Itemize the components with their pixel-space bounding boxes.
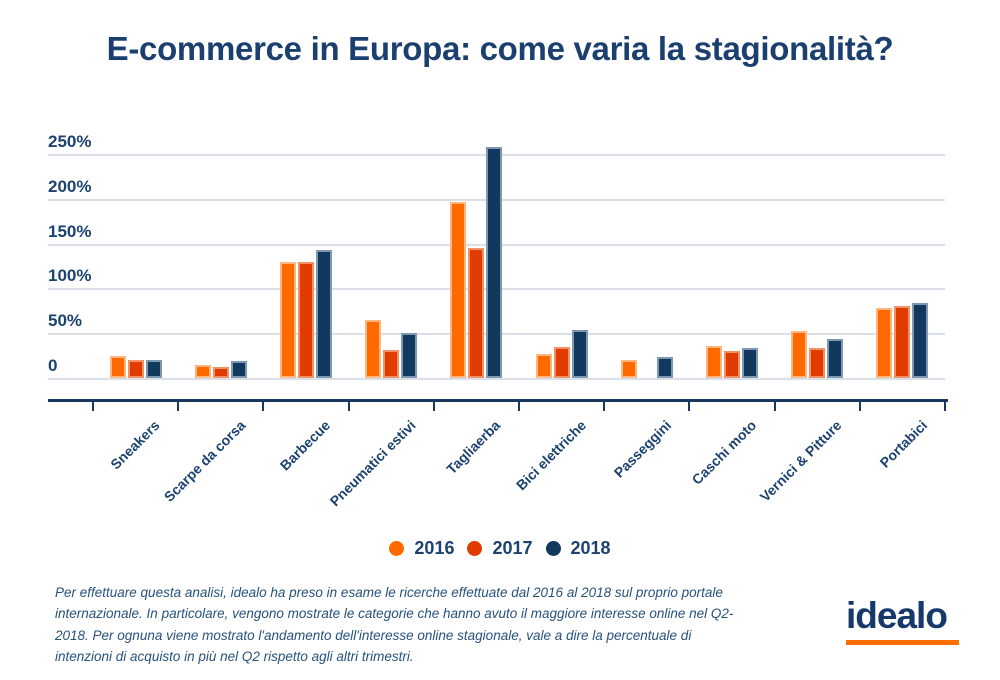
x-tick-label-vernici-pitture: Vernici & Pitture [756,417,845,505]
bar-2018-barbecue [316,250,332,378]
bar-2016-portabici [876,308,892,378]
idealo-logo: idealo [846,597,959,645]
legend-label-2016: 2016 [414,538,455,558]
bar-2016-sneakers [110,356,126,378]
bar-2018-tagliaerba [486,147,502,378]
x-axis-tick [518,402,520,411]
legend-dot-2017 [467,541,483,556]
x-tick-label-tagliaerba: Tagliaerba [443,417,504,478]
legend-item-2018: 2018 [545,538,611,559]
legend-dot-2018 [545,541,561,556]
x-tick-label-scarpe-da-corsa: Scarpe da corsa [160,417,249,505]
x-axis-tick [433,402,435,411]
bar-2017-sneakers [128,360,144,378]
y-gridline-0 [48,378,945,380]
y-tick-label-0: 0 [48,356,58,375]
x-tick-label-barbecue: Barbecue [276,417,334,474]
bar-2018-scarpe-da-corsa [231,361,247,378]
idealo-logo-underline [846,640,959,645]
legend-label-2017: 2017 [492,538,533,558]
bar-2017-pneumatici-estivi [383,350,399,378]
y-tick-label-250: 250% [48,132,92,151]
bar-2016-scarpe-da-corsa [195,365,211,378]
bar-2018-vernici-pitture [827,339,843,378]
x-axis-tick [262,402,264,411]
x-tick-label-passeggini: Passeggini [610,417,675,481]
x-axis-tick [944,402,946,411]
idealo-logo-text: idealo [846,595,948,636]
bar-2016-caschi-moto [706,346,722,378]
bar-2017-barbecue [298,262,314,378]
bar-2016-pneumatici-estivi [365,320,381,378]
y-tick-label-150: 150% [48,221,92,241]
x-axis-tick [348,402,350,411]
bar-2017-portabici [894,306,910,378]
x-tick-label-portabici: Portabici [876,417,930,471]
x-tick-label-bici-elettriche: Bici elettriche [512,417,589,494]
x-axis-tick [177,402,179,411]
bar-2017-vernici-pitture [809,348,825,378]
x-axis-tick [774,402,776,411]
x-tick-label-pneumatici-estivi: Pneumatici estivi [326,417,419,510]
bar-2017-bici-elettriche [554,347,570,378]
page-title: E-commerce in Europa: come varia la stag… [106,30,894,67]
bar-2017-scarpe-da-corsa [213,367,229,378]
legend-dot-2016 [389,541,405,556]
legend-item-2016: 2016 [389,538,454,559]
x-axis-tick [688,402,690,411]
bar-2016-tagliaerba [450,202,466,378]
x-tick-label-caschi-moto: Caschi moto [688,417,760,488]
legend-label-2018: 2018 [570,538,611,558]
x-axis-tick [859,402,861,411]
x-tick-label-sneakers: Sneakers [107,417,163,473]
y-tick-label-100: 100% [48,266,92,286]
bar-2018-passeggini [657,357,673,378]
bar-2017-tagliaerba [468,248,484,378]
legend-item-2017: 2017 [467,538,533,559]
bar-2018-sneakers [146,360,162,378]
bar-2018-pneumatici-estivi [401,333,417,378]
x-axis-tick [92,402,94,411]
x-axis-tick [603,402,605,411]
bar-2018-bici-elettriche [572,330,588,378]
bar-2016-barbecue [280,262,296,378]
y-tick-label-200: 200% [48,176,92,196]
bar-2016-passeggini [621,360,637,378]
x-axis-line [48,399,948,402]
chart-legend: 2016 2017 2018 [0,538,1000,559]
y-tick-label-50: 50% [48,311,83,331]
bar-2016-vernici-pitture [791,331,807,378]
bar-2017-caschi-moto [724,351,740,378]
bar-2016-bici-elettriche [536,354,552,378]
footnote-text: Per effettuare questa analisi, idealo ha… [55,585,734,664]
bar-2018-caschi-moto [742,348,758,378]
bar-2018-portabici [912,303,928,378]
